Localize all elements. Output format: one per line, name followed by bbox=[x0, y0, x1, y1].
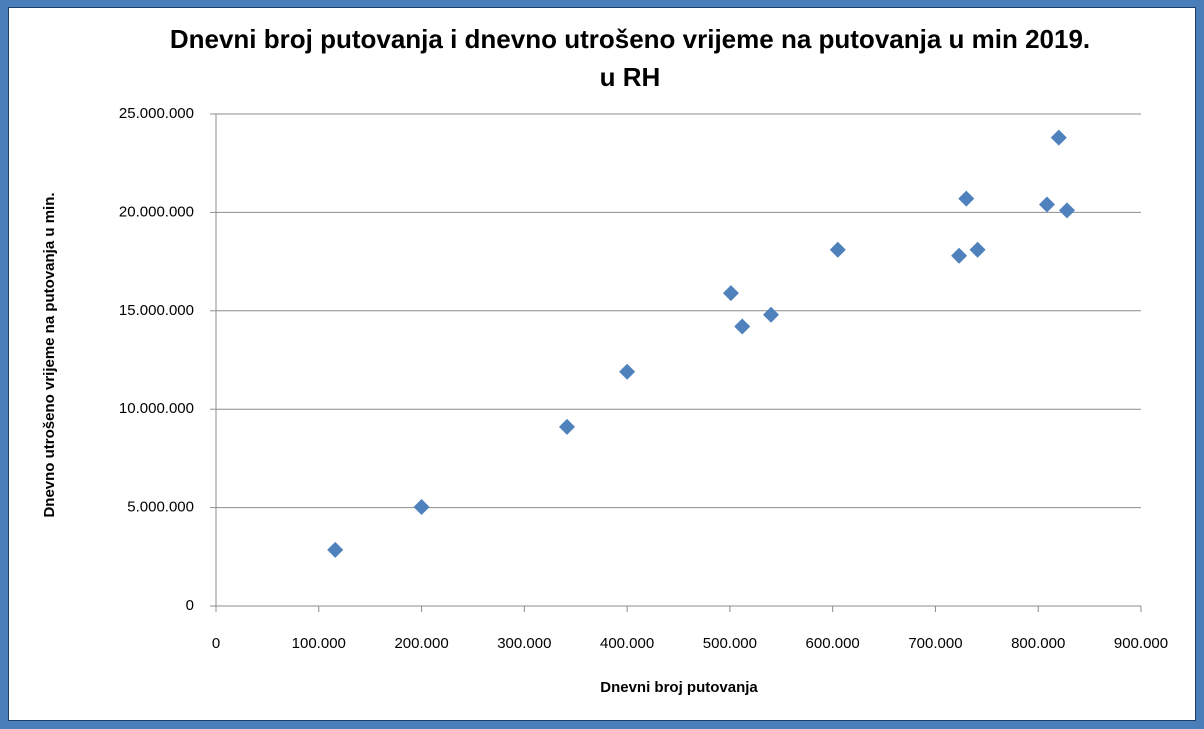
data-point bbox=[1059, 202, 1075, 219]
x-tick-label: 0 bbox=[212, 635, 220, 652]
y-axis-label: Dnevno utrošeno vrijeme na putovanja u m… bbox=[41, 192, 58, 517]
x-axis-label: Dnevni broj putovanja bbox=[600, 679, 758, 696]
data-point bbox=[951, 247, 968, 264]
data-point bbox=[327, 541, 344, 558]
chart-panel bbox=[8, 7, 1196, 721]
chart-title: Dnevni broj putovanja i dnevno utrošeno … bbox=[169, 24, 1091, 92]
x-tick-label: 400.000 bbox=[600, 635, 654, 652]
data-point bbox=[734, 318, 751, 335]
data-point bbox=[969, 241, 986, 258]
y-tick-label: 10.000.000 bbox=[119, 400, 194, 417]
data-point bbox=[722, 285, 739, 302]
y-tick-label: 0 bbox=[186, 597, 194, 614]
data-point bbox=[958, 190, 975, 207]
x-tick-label: 500.000 bbox=[703, 635, 757, 652]
data-point bbox=[829, 241, 846, 258]
x-tick-label: 800.000 bbox=[1011, 635, 1065, 652]
x-tick-label: 100.000 bbox=[292, 635, 346, 652]
y-tick-label: 5.000.000 bbox=[127, 499, 194, 516]
data-point bbox=[1050, 129, 1067, 146]
x-tick-label: 600.000 bbox=[806, 635, 860, 652]
x-tick-label: 300.000 bbox=[497, 635, 551, 652]
x-tick-label: 900.000 bbox=[1114, 635, 1168, 652]
x-tick-label: 700.000 bbox=[908, 635, 962, 652]
data-point bbox=[763, 306, 779, 323]
data-point bbox=[1038, 196, 1055, 213]
y-tick-label: 20.000.000 bbox=[119, 203, 194, 220]
data-point bbox=[619, 363, 636, 380]
y-tick-label: 15.000.000 bbox=[119, 302, 194, 319]
data-point bbox=[413, 499, 430, 516]
data-point bbox=[558, 418, 575, 435]
x-tick-label: 200.000 bbox=[394, 635, 448, 652]
y-tick-label: 25.000.000 bbox=[119, 105, 194, 122]
